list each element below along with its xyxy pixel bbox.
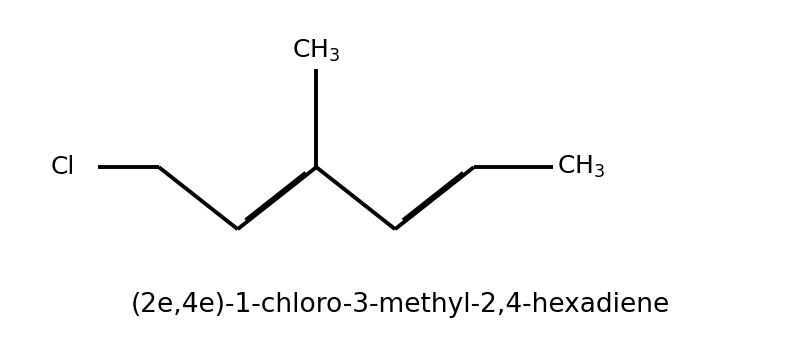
Text: (2e,4e)-1-chloro-3-methyl-2,4-hexadiene: (2e,4e)-1-chloro-3-methyl-2,4-hexadiene xyxy=(130,292,670,318)
Text: CH$_3$: CH$_3$ xyxy=(292,38,341,64)
Text: Cl: Cl xyxy=(51,155,75,179)
Text: CH$_3$: CH$_3$ xyxy=(558,154,606,180)
